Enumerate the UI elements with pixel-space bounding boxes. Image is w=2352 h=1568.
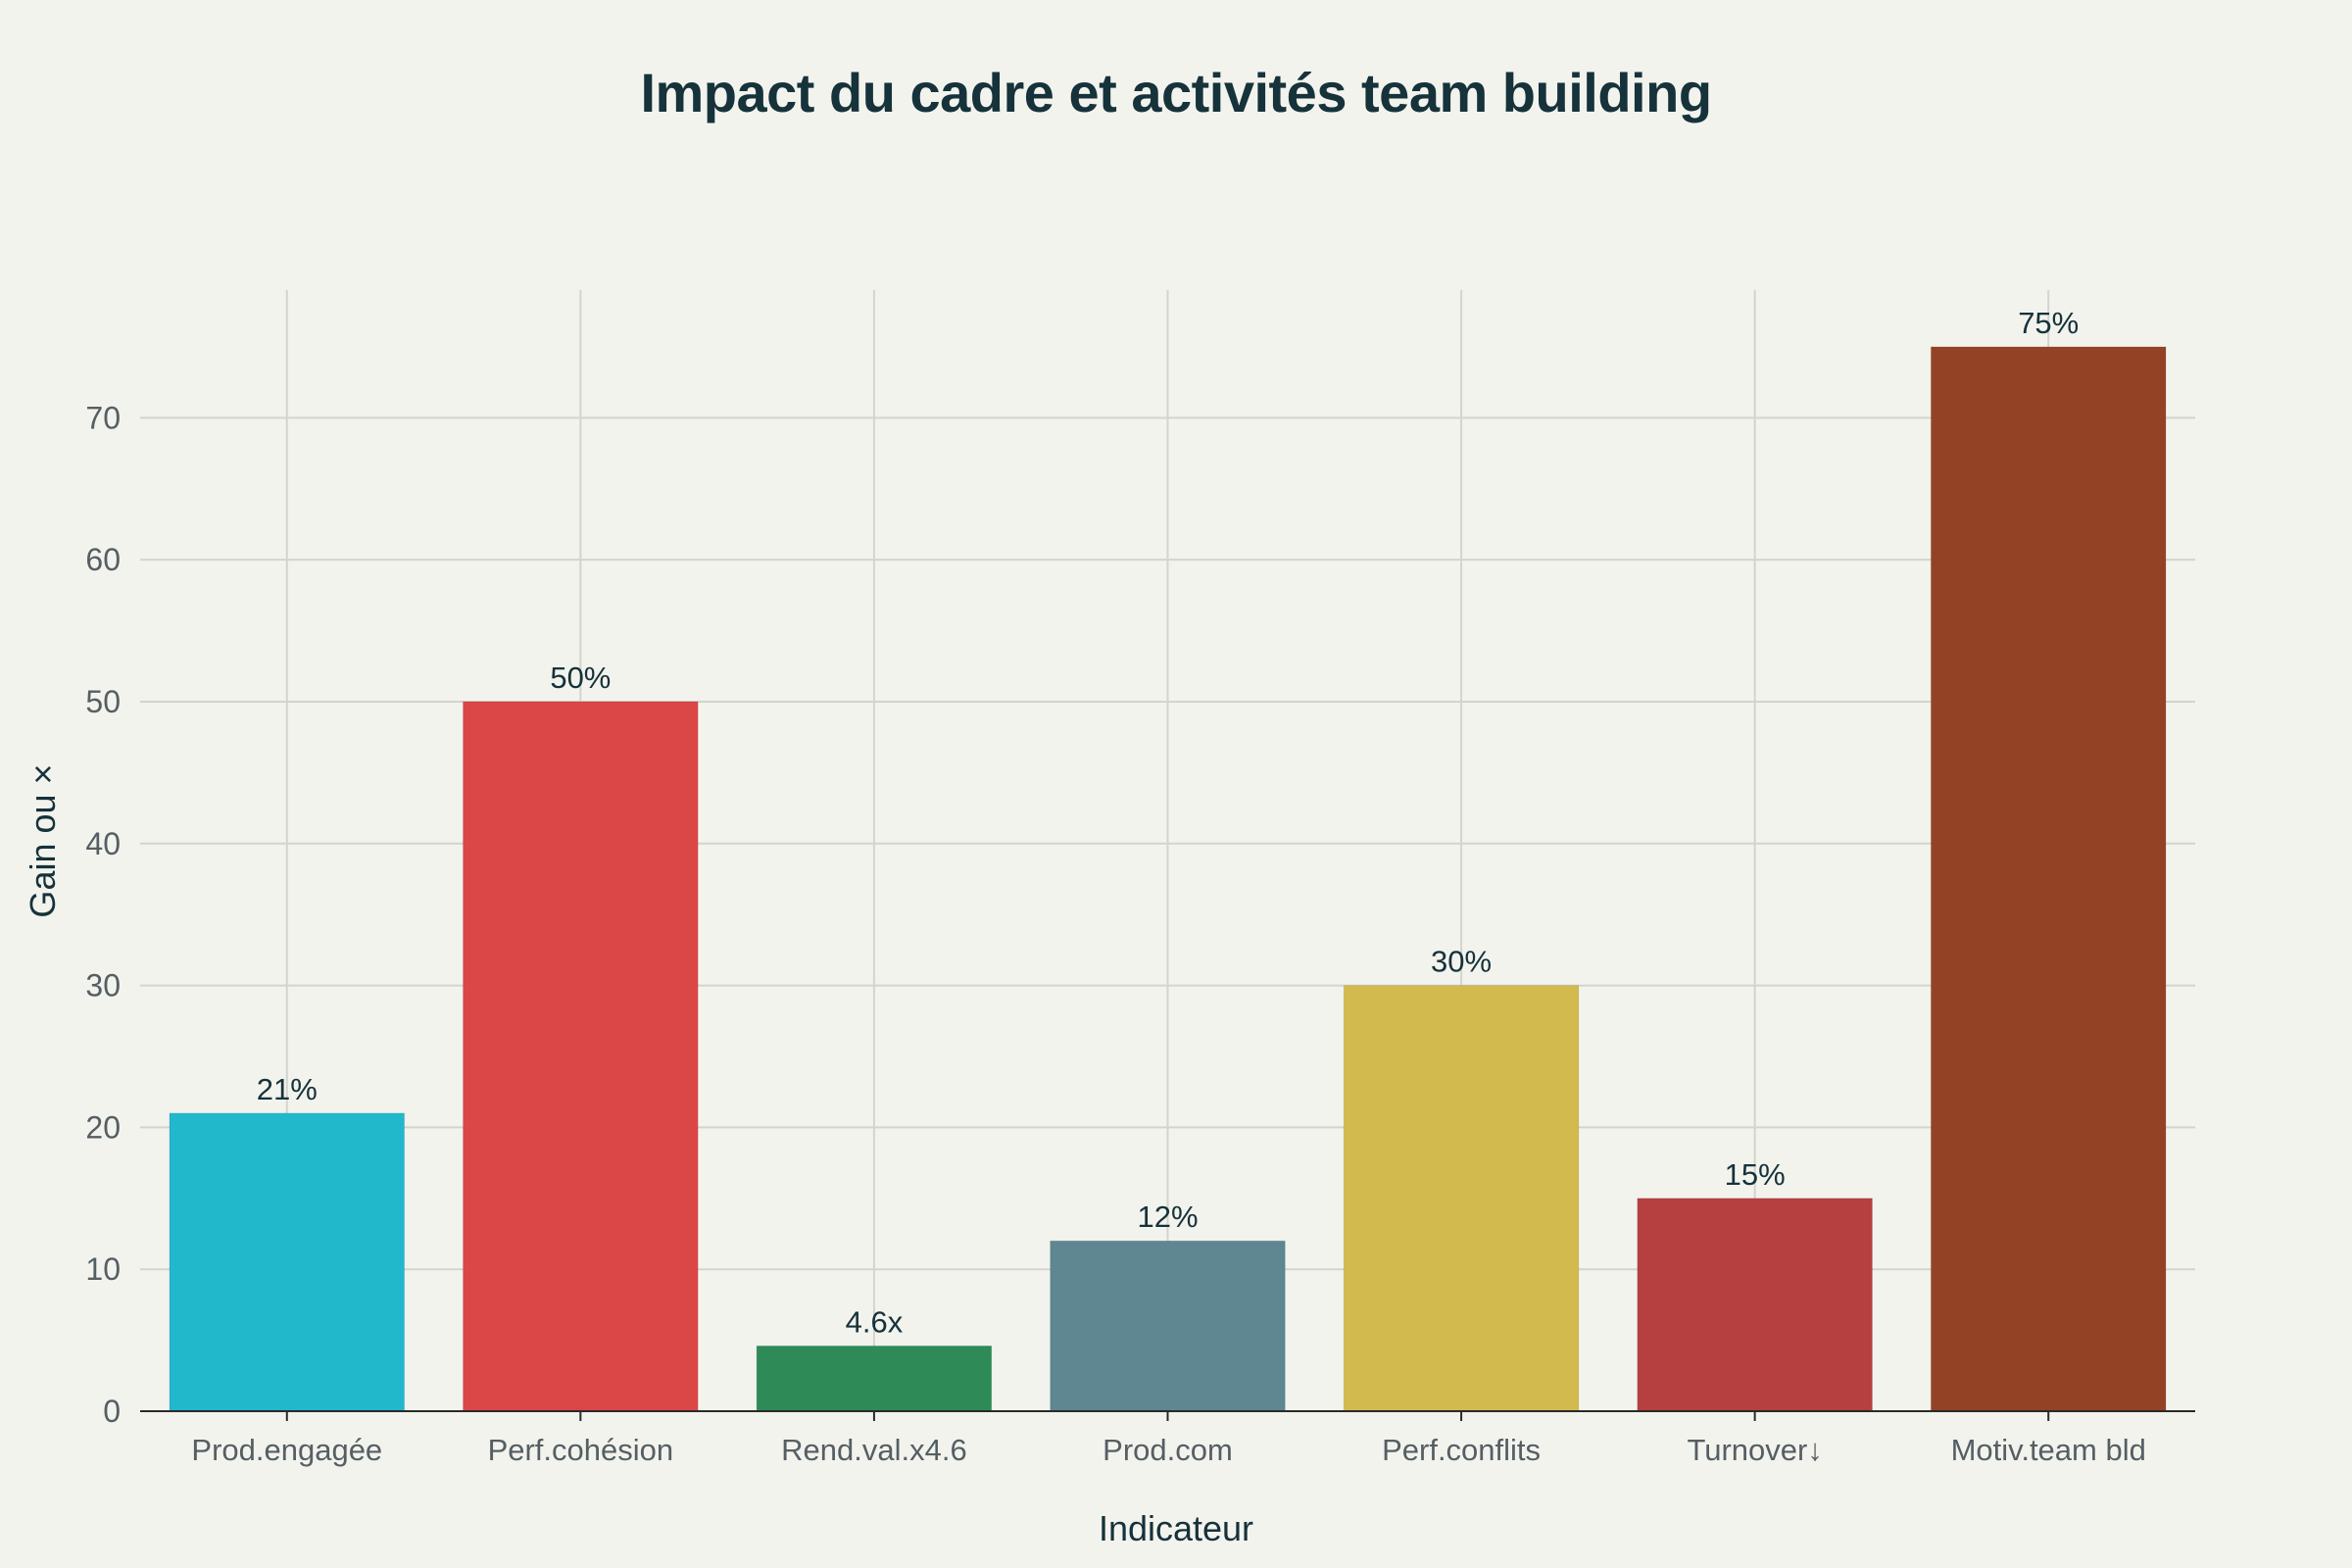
bar-data-label: 4.6x: [846, 1304, 904, 1339]
bar-data-label: 15%: [1725, 1157, 1786, 1192]
bar-data-label: 21%: [257, 1072, 318, 1106]
bar-data-label: 75%: [2018, 306, 2079, 340]
bar: [756, 1345, 993, 1412]
bar: [1343, 985, 1580, 1412]
y-tick-label: 0: [103, 1394, 121, 1429]
bar-data-label: 30%: [1431, 945, 1492, 979]
bar-data-label: 50%: [550, 661, 611, 695]
x-tick-label: Prod.engagée: [191, 1433, 382, 1467]
y-tick-label: 70: [85, 400, 121, 435]
y-tick-label: 50: [85, 684, 121, 719]
y-axis-title: Gain ou ×: [23, 763, 63, 917]
bar-layer: [169, 346, 2167, 1412]
x-tick-label: Prod.com: [1102, 1433, 1233, 1467]
x-tick-label: Rend.val.x4.6: [781, 1433, 967, 1467]
x-tick-label: Turnover↓: [1687, 1433, 1822, 1467]
x-tick-label: Perf.conflits: [1382, 1433, 1541, 1467]
x-tick-label: Perf.cohésion: [488, 1433, 674, 1467]
bar: [1637, 1198, 1873, 1412]
y-tick-label: 40: [85, 826, 121, 861]
x-tick-label: Motiv.team bld: [1951, 1433, 2146, 1467]
x-axis-title: Indicateur: [1099, 1508, 1253, 1548]
y-tick-label: 30: [85, 968, 121, 1004]
y-tick-label: 20: [85, 1109, 121, 1145]
label-layer: 0 10 20 30 40 50 60 70 21% 50% 4.6x 12% 30% 15% 75% Pro…: [85, 306, 2145, 1467]
bar: [1050, 1240, 1286, 1412]
bar: [169, 1112, 406, 1412]
chart-title: Impact du cadre et activités team buildi…: [640, 62, 1712, 123]
bar: [463, 701, 699, 1412]
y-tick-label: 10: [85, 1251, 121, 1287]
bar: [1930, 346, 2167, 1412]
axis-layer: [140, 1410, 2195, 1421]
y-tick-label: 60: [85, 542, 121, 577]
bar-data-label: 12%: [1137, 1200, 1198, 1234]
